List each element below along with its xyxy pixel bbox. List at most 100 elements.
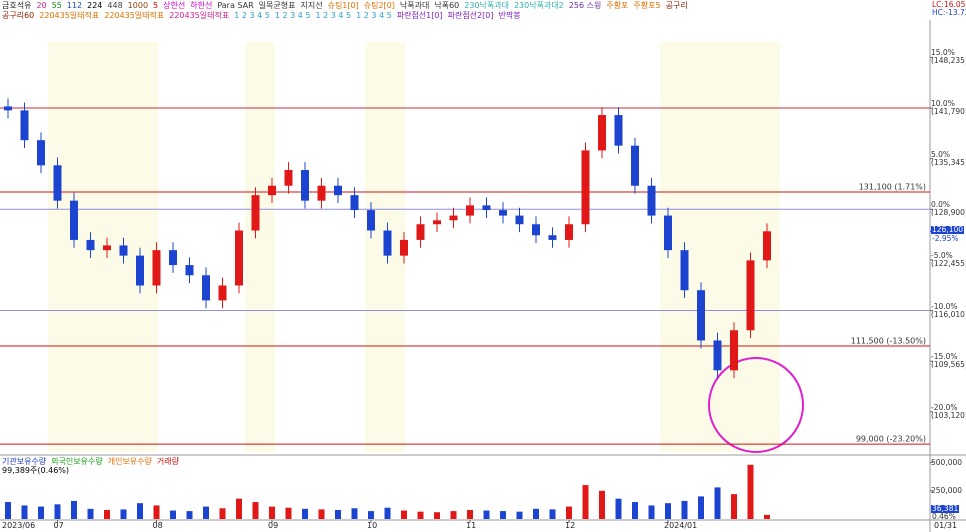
legend-item: 220435일태적표 <box>104 11 165 20</box>
shade-band <box>660 42 780 452</box>
x-tick-label: 2024/01 <box>664 521 698 530</box>
legend-item: 256 스윙 <box>568 1 602 10</box>
candle-body <box>697 290 705 341</box>
legend-item: 1000 <box>127 1 149 10</box>
volume-bar <box>153 505 160 519</box>
legend-item: 448 <box>107 1 123 10</box>
candle-body <box>70 200 78 240</box>
volume-bar <box>401 510 407 519</box>
candle-body <box>482 205 491 211</box>
candle-body <box>548 235 557 240</box>
candle-body <box>284 170 293 186</box>
volume-bar <box>615 498 622 519</box>
x-tick-label: 12 <box>565 521 576 530</box>
legend-item: 1 2 3 4 5 <box>356 11 392 20</box>
volume-bar <box>219 508 226 519</box>
volume-bar <box>599 490 605 519</box>
legend-item: 외국인보유수량 <box>51 457 103 466</box>
volume-bar <box>5 502 11 519</box>
volume-bar <box>186 511 193 519</box>
candle-body <box>614 115 623 146</box>
candle-body <box>136 255 144 286</box>
y-tick-label: -15.0% (109,565) <box>931 352 966 370</box>
volume-bar <box>203 506 209 519</box>
x-tick-label: 10 <box>367 521 378 530</box>
candle-body <box>499 210 507 216</box>
legend-item: 1 2 3 4 5 <box>274 11 311 20</box>
corner-label: HC:-13.72 <box>932 8 966 17</box>
volume-bar <box>731 494 737 519</box>
volume-bar <box>351 508 358 519</box>
volume-bar <box>632 502 638 519</box>
legend-item: 하한선 <box>190 1 213 10</box>
legend-item: 낙폭과대 <box>399 1 430 10</box>
legend-item: 금호석유 <box>2 1 32 10</box>
x-tick-label: 11 <box>466 521 477 530</box>
volume-bar <box>483 510 490 519</box>
volume-bar <box>665 503 671 519</box>
volume-bar <box>318 509 325 519</box>
legend-item: 낙폭60 <box>434 1 460 10</box>
candle-body <box>433 220 441 225</box>
volume-bar <box>269 506 275 519</box>
legend-item: 반짝봉 <box>498 11 521 20</box>
legend-item: 상한선 <box>163 1 186 10</box>
legend-item: 55 <box>51 1 62 10</box>
volume-tag: 36,381 <box>931 504 960 513</box>
x-tick-label: 2023/06 <box>2 521 36 530</box>
volume-bar <box>698 496 704 519</box>
volume-bar <box>549 509 556 519</box>
candle-body <box>37 140 45 166</box>
legend-item: 파란점선1[0] <box>396 11 443 20</box>
legend-item: 지지선 <box>300 1 323 10</box>
legend-item: 개인보유수량 <box>107 457 152 466</box>
last-price-tag: 126,100 <box>931 225 965 235</box>
candle-body <box>4 106 12 111</box>
legend-item: 기관보유수량 <box>2 457 47 466</box>
corner-label: LC:16.05 <box>932 0 966 9</box>
candle-body <box>169 250 177 266</box>
volume-bar <box>335 509 341 519</box>
legend-item: 파란점선2[0] <box>447 11 494 20</box>
candle-body <box>416 224 425 240</box>
legend-item: 220435일태적표 <box>39 11 100 20</box>
candle-body <box>631 145 639 186</box>
legend-item: 230낙폭과대 <box>464 1 509 10</box>
volume-bar <box>38 506 44 519</box>
candle-body <box>334 185 342 196</box>
highlight-circle <box>708 357 804 453</box>
volume-bar <box>648 505 655 519</box>
volume-bar <box>252 502 259 519</box>
x-tick-label: 01/31 <box>934 521 958 530</box>
legend-item: 1 2 3 4 5 <box>315 11 352 20</box>
candle-body <box>449 215 458 221</box>
candle-body <box>251 195 260 231</box>
candle-body <box>235 230 243 286</box>
volume-bar <box>87 508 94 519</box>
volume-bar <box>71 500 77 519</box>
candle-body <box>680 250 689 291</box>
candle-body <box>664 215 672 251</box>
candle-body <box>565 224 573 240</box>
legend-item: 주황포5 <box>633 1 661 10</box>
volume-bar <box>566 506 572 519</box>
y-tick-label: 0.0% (128,900) <box>931 200 966 218</box>
legend-item: 1 2 3 4 5 <box>234 11 270 20</box>
candle-body <box>713 340 722 371</box>
candle-body <box>301 170 309 201</box>
candle-body <box>515 215 524 225</box>
candle-body <box>185 265 194 276</box>
volume-bar <box>450 511 457 519</box>
candle-body <box>218 285 227 301</box>
y-tick-label: 5.0% (135,345) <box>931 149 966 167</box>
x-tick-label: 08 <box>152 521 163 530</box>
last-change: -2.95% <box>932 234 959 244</box>
legend-item: 5 <box>153 1 159 10</box>
candle-body <box>730 330 738 371</box>
candle-body <box>317 185 326 201</box>
candle-body <box>383 230 392 256</box>
volume-summary-text: 99,389주(0.46%) <box>2 466 70 475</box>
reference-label: 111,500 (-13.50%) <box>851 336 926 345</box>
